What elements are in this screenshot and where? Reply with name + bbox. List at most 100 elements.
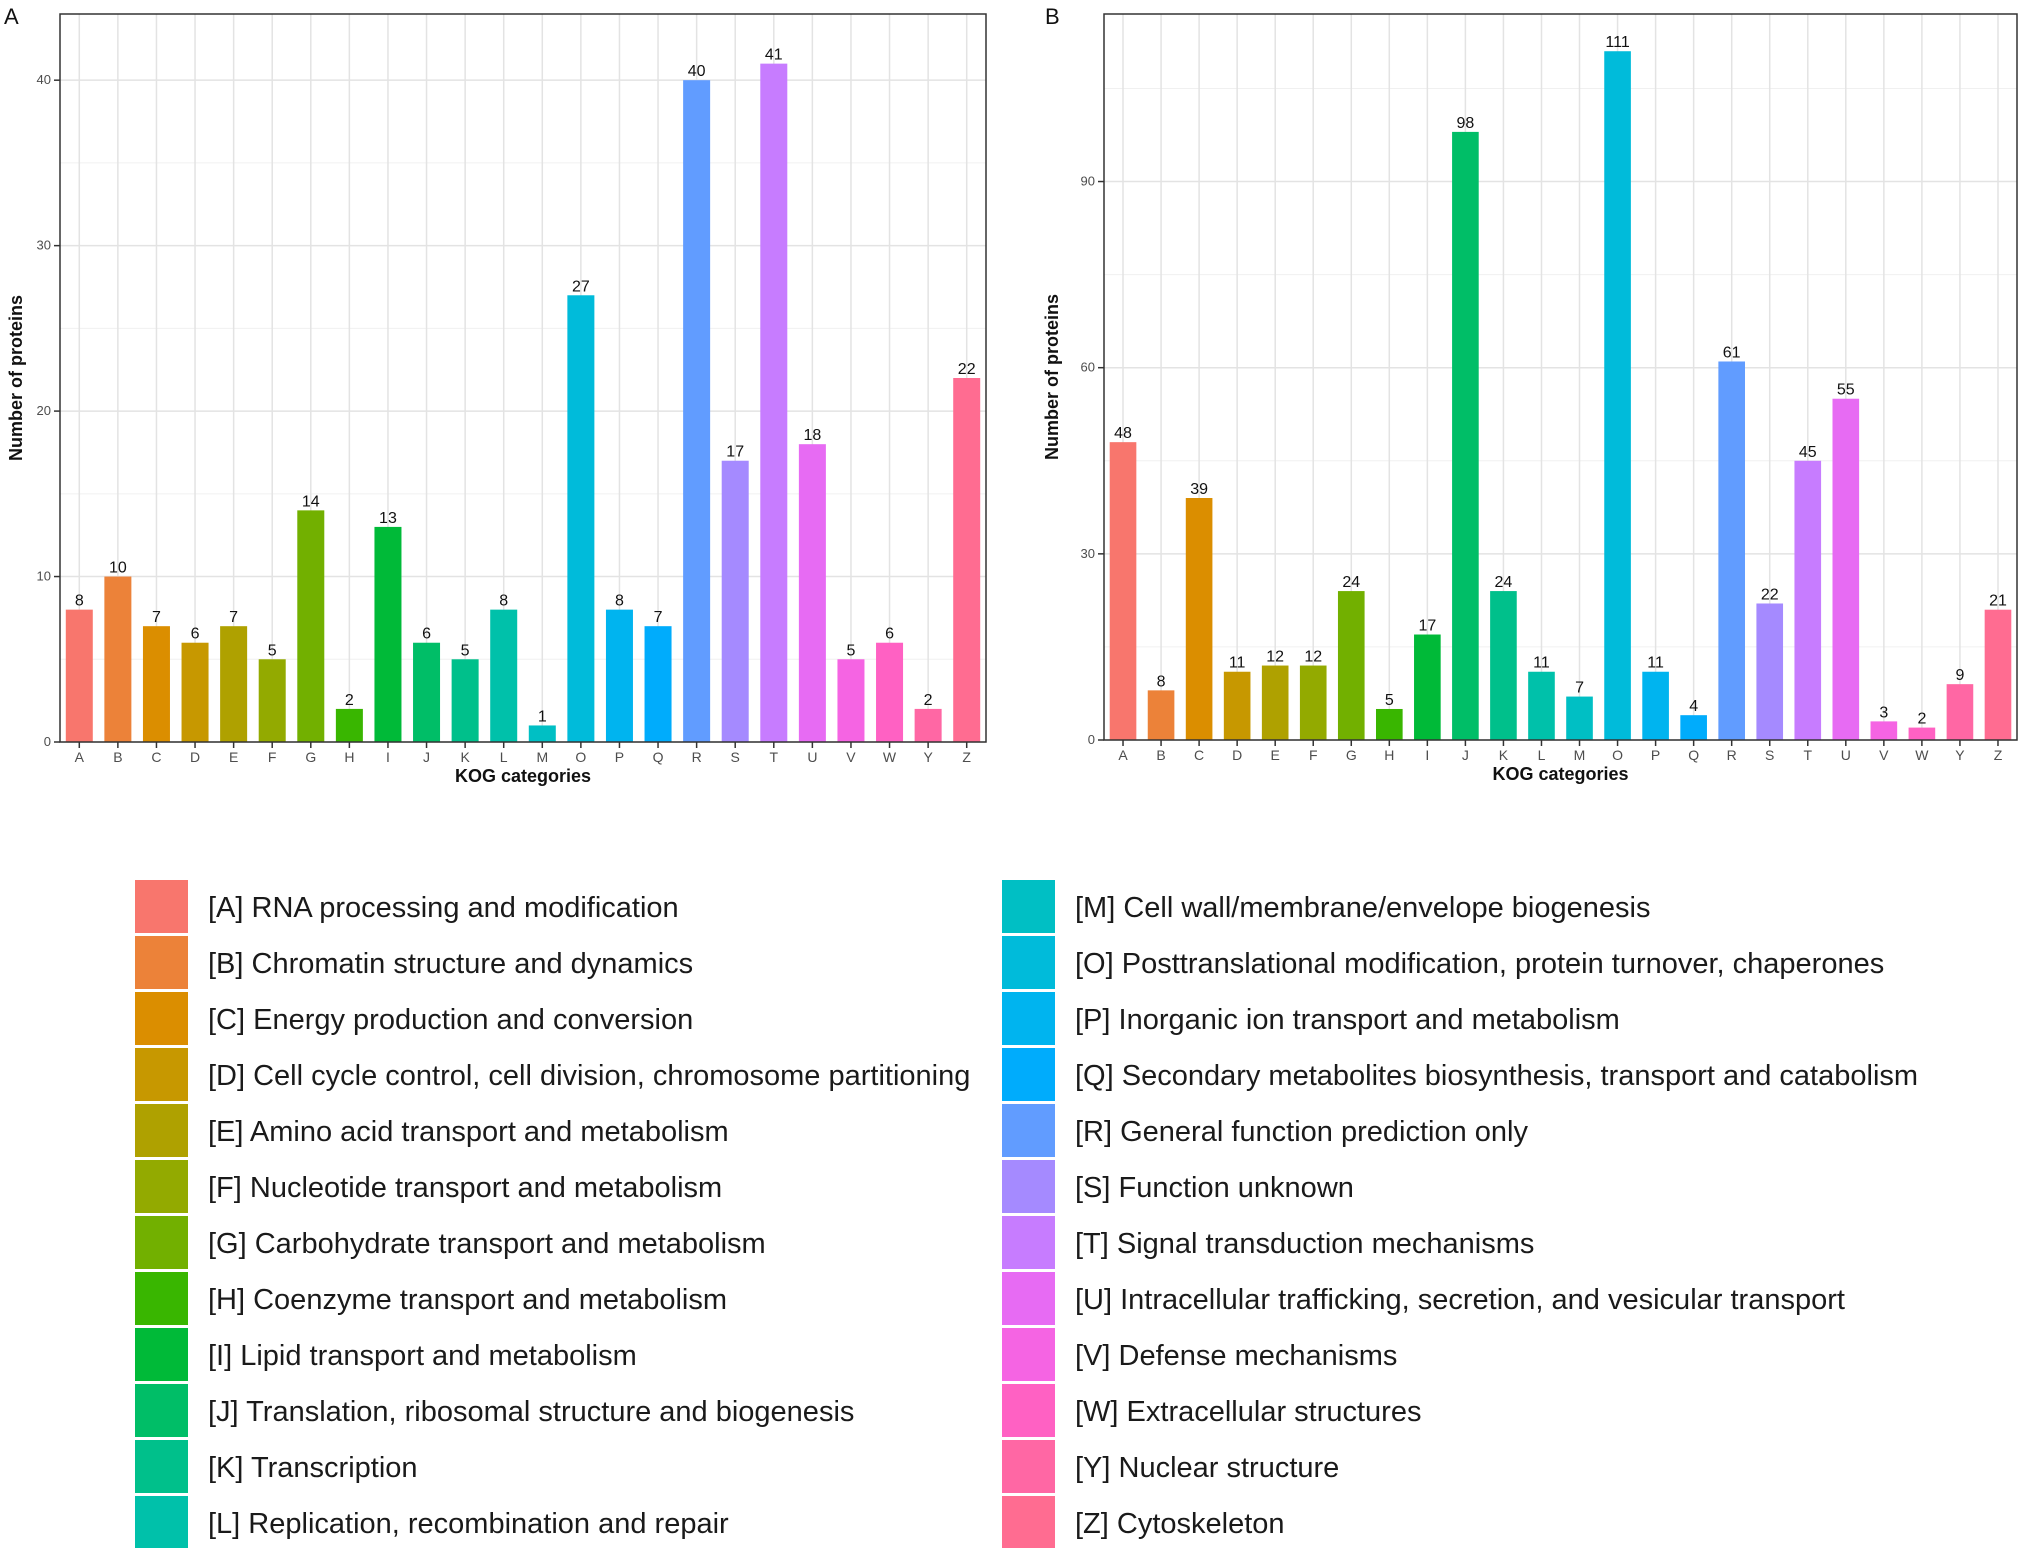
bar-v [1870,721,1898,740]
bar-label-e: 12 [1266,649,1284,666]
x-tick-label-h: H [344,749,354,765]
legend-swatch-t [1002,1216,1055,1269]
bar-label-o: 27 [572,278,590,295]
x-tick-label-w: W [1915,747,1929,763]
bar-label-b: 8 [1157,673,1166,690]
bar-q [644,626,672,742]
bar-label-j: 98 [1456,115,1474,132]
x-tick-label-y: Y [923,749,933,765]
bar-label-v: 5 [847,642,856,659]
bar-s [721,460,749,742]
bar-h [1375,708,1403,740]
legend-swatch-w [1002,1384,1055,1437]
bar-label-v: 3 [1879,704,1888,721]
x-tick-label-u: U [807,749,817,765]
x-tick-label-b: B [113,749,122,765]
bar-label-h: 2 [345,692,354,709]
bar-l [490,609,518,742]
x-tick-label-c: C [151,749,161,765]
x-tick-label-i: I [1425,747,1429,763]
x-tick-label-a: A [1118,747,1128,763]
bar-s [1756,603,1784,740]
x-tick-label-p: P [615,749,624,765]
bar-e [1261,665,1289,740]
bar-label-z: 21 [1989,593,2007,610]
bar-z [1984,609,2012,740]
legend-swatch-r [1002,1104,1055,1157]
x-tick-label-o: O [575,749,586,765]
x-tick-label-s: S [1765,747,1774,763]
bar-label-o: 111 [1605,34,1629,51]
x-tick-label-j: J [423,749,430,765]
legend-label-q: [Q] Secondary metabolites biosynthesis, … [1075,1060,1918,1092]
bar-label-q: 4 [1689,698,1698,715]
bar-label-w: 2 [1917,711,1926,728]
legend-swatch-j [135,1384,188,1437]
x-tick-label-v: V [846,749,856,765]
legend-swatch-c [135,992,188,1045]
bar-h [335,708,363,742]
legend-label-l: [L] Replication, recombination and repai… [208,1508,729,1540]
legend-swatch-v [1002,1328,1055,1381]
bar-label-d: 6 [191,626,200,643]
legend-label-a: [A] RNA processing and modification [208,892,679,924]
plot-background [60,14,986,742]
y-axis-title: Number of proteins [1042,294,1062,460]
legend-swatch-y [1002,1440,1055,1493]
legend-swatch-a [135,880,188,933]
bar-label-m: 7 [1575,680,1584,697]
x-tick-label-v: V [1879,747,1889,763]
bar-v [837,659,865,742]
bar-a [65,609,93,742]
bar-p [605,609,633,742]
x-tick-label-f: F [268,749,277,765]
legend-label-f: [F] Nucleotide transport and metabolism [208,1172,722,1204]
bar-label-a: 8 [75,593,84,610]
bar-label-g: 24 [1342,574,1360,591]
legend-label-z: [Z] Cytoskeleton [1075,1508,1285,1540]
legend-swatch-z [1002,1496,1055,1548]
bar-m [1566,696,1593,740]
bar-label-f: 12 [1304,649,1322,666]
legend-swatch-k [135,1440,188,1493]
bar-k [1490,591,1517,740]
legend-swatch-g [135,1216,188,1269]
x-tick-label-j: J [1462,747,1469,763]
bar-label-s: 22 [1761,586,1779,603]
bar-label-s: 17 [726,444,744,461]
bar-label-r: 61 [1723,344,1741,361]
legend-label-k: [K] Transcription [208,1452,418,1484]
bar-j [1452,131,1479,740]
y-tick-label: 60 [1081,360,1095,375]
bar-d [181,642,209,742]
bar-label-i: 17 [1418,618,1436,635]
y-tick-label: 90 [1081,174,1095,189]
bar-label-l: 8 [499,593,508,610]
x-tick-label-g: G [305,749,316,765]
x-tick-label-z: Z [962,749,971,765]
y-tick-label: 0 [44,734,51,749]
bar-label-g: 14 [302,493,320,510]
x-tick-label-l: L [500,749,508,765]
x-tick-label-d: D [1232,747,1242,763]
bar-label-y: 2 [924,692,933,709]
bar-o [1604,51,1631,740]
x-tick-label-o: O [1612,747,1623,763]
x-axis-title: KOG categories [455,766,591,786]
x-tick-label-m: M [1574,747,1586,763]
bar-label-a: 48 [1114,425,1132,442]
x-tick-label-w: W [883,749,897,765]
x-tick-label-q: Q [653,749,664,765]
bar-i [374,526,402,742]
x-axis-title: KOG categories [1492,764,1628,784]
legend-label-c: [C] Energy production and conversion [208,1004,693,1036]
x-tick-label-e: E [229,749,238,765]
legend-label-s: [S] Function unknown [1075,1172,1354,1204]
bar-u [798,444,826,742]
bar-t [760,63,788,743]
legend-label-u: [U] Intracellular trafficking, secretion… [1075,1284,1845,1316]
bar-g [1337,591,1365,740]
panel-b-letter: B [1045,4,1060,29]
y-tick-label: 30 [37,238,51,253]
bar-label-i: 13 [379,510,397,527]
